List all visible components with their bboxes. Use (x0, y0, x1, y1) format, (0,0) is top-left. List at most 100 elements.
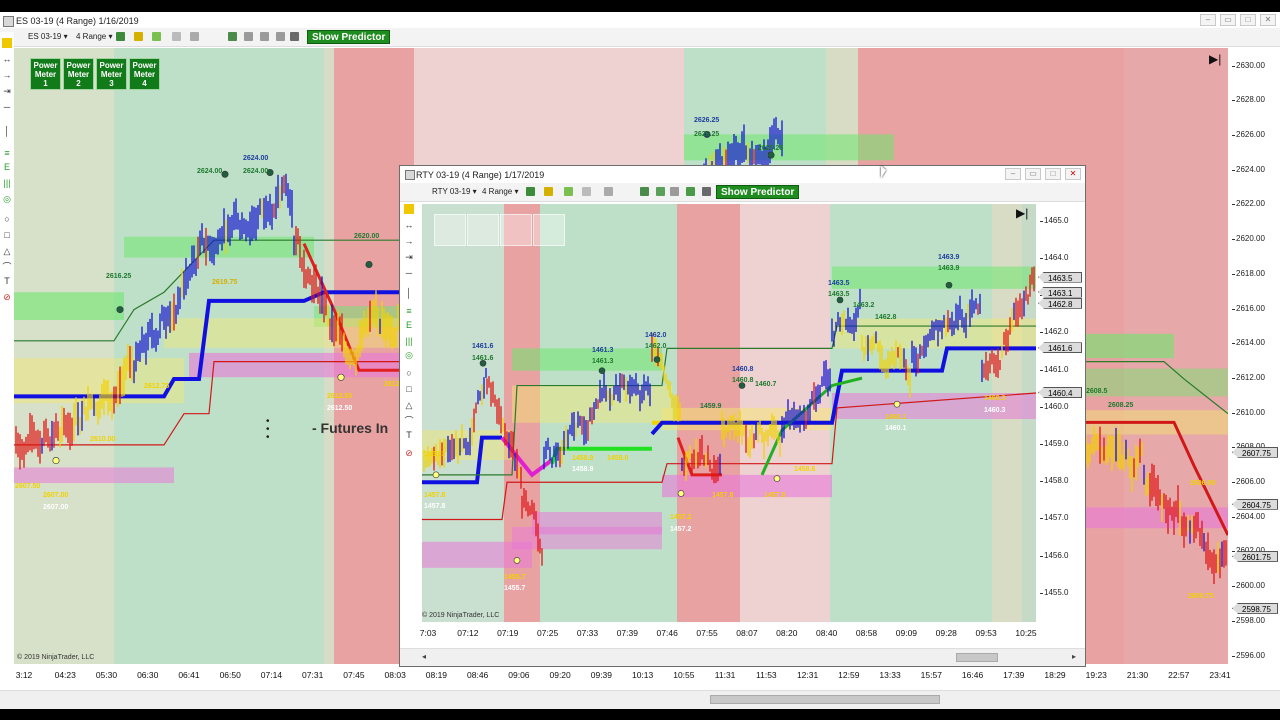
power-meter-2-hidden[interactable] (467, 214, 499, 246)
signal-zone (512, 348, 662, 371)
rty-horizontal-scrollbar[interactable]: ◂ ▸ (400, 648, 1085, 666)
rty-fib-extension-icon[interactable]: Ε (405, 320, 412, 330)
arc-icon[interactable]: ⌒ (2, 262, 12, 272)
regime-band (540, 204, 677, 622)
rty-remove-drawings-icon[interactable]: ⊘ (405, 448, 413, 458)
horizontal-line-icon[interactable]: ─ (3, 102, 11, 112)
time-tick-label: 08:07 (736, 628, 758, 638)
rectangle-icon[interactable]: □ (4, 230, 10, 240)
main-restore-button[interactable]: ▭ (1220, 14, 1236, 26)
trend-line-lime (550, 446, 652, 465)
extended-line-icon[interactable]: ⇥ (3, 86, 11, 96)
time-tick-label: 08:20 (776, 628, 798, 638)
pencil-icon[interactable] (152, 32, 161, 41)
rty-restore-button[interactable]: ▭ (1025, 168, 1041, 180)
text-tool-icon[interactable]: T (4, 276, 10, 286)
select-tool-icon[interactable] (2, 38, 12, 48)
rty-price-chart[interactable]: ▶| © 2019 NinjaTrader, LLC 1463.9 1463.9 1… (422, 204, 1036, 622)
pivot-dot (598, 367, 606, 374)
instrument-selector[interactable]: ES 03-19 ▾ (28, 32, 68, 41)
list-icon[interactable] (290, 32, 299, 41)
rty-price-axis[interactable]: 1465.01464.01463.01462.01461.01460.01459… (1036, 204, 1085, 622)
data-box-icon[interactable] (228, 32, 237, 41)
rty-extended-line-icon[interactable]: ⇥ (405, 252, 413, 262)
main-price-axis[interactable]: 2630.00 2628.00 2626.00 2624.00 2622.00 2620.… (1228, 48, 1280, 664)
rty-minimize-button[interactable]: – (1005, 168, 1021, 180)
ellipse-icon[interactable]: ○ (4, 214, 10, 224)
power-meter-3-hidden[interactable] (500, 214, 532, 246)
rty-instrument-selector[interactable]: RTY 03-19 ▾ (432, 187, 477, 196)
rty-arrow-line-icon[interactable]: → (404, 236, 414, 246)
fib-retracement-icon[interactable]: ≡ (4, 148, 10, 158)
rty-drawing-tool-icon[interactable] (544, 187, 553, 196)
rty-zoom-icon[interactable] (604, 187, 613, 196)
rty-vertical-line-icon[interactable]: │ (406, 288, 412, 298)
crosshair-icon[interactable] (172, 32, 181, 41)
bar-type-selector[interactable]: 4 Range ▾ (76, 32, 113, 41)
zoom-icon[interactable] (190, 32, 199, 41)
signal-zone (1084, 333, 1174, 359)
ray-tool-icon[interactable]: ↔ (2, 54, 12, 64)
time-tick-label: 3:12 (15, 670, 33, 680)
jump-to-end-icon[interactable]: ▶| (1209, 52, 1222, 66)
rty-list-icon[interactable] (702, 187, 711, 196)
main-minimize-button[interactable]: – (1200, 14, 1216, 26)
main-scroll-thumb[interactable] (710, 695, 940, 704)
drawing-tool-icon[interactable] (134, 32, 143, 41)
rty-scroll-thumb[interactable] (956, 653, 998, 662)
remove-drawings-icon[interactable]: ⊘ (3, 292, 11, 302)
rty-snapshot-icon[interactable] (656, 187, 665, 196)
vertical-line-icon[interactable]: │ (4, 126, 10, 136)
rty-crosshair-icon[interactable] (582, 187, 591, 196)
fib-extension-icon[interactable]: Ε (3, 162, 10, 172)
chart-style-icon[interactable] (116, 32, 125, 41)
rty-close-button[interactable]: ✕ (1065, 168, 1081, 180)
rty-time-axis[interactable]: 7:03 07:12 07:19 07:25 07:33 07:39 07:46 07:55 0… (420, 622, 1085, 648)
main-maximize-button[interactable]: □ (1240, 14, 1256, 26)
time-tick-label: 12:59 (838, 670, 860, 680)
main-close-button[interactable]: ✕ (1260, 14, 1276, 26)
rty-bar-type-selector[interactable]: 4 Range ▾ (482, 187, 519, 196)
rty-fib-time-icon[interactable]: ||| (405, 336, 413, 346)
fib-time-icon[interactable]: ||| (3, 178, 11, 188)
rty-maximize-button[interactable]: □ (1045, 168, 1061, 180)
rty-data-box-icon[interactable] (640, 187, 649, 196)
triangle-icon[interactable]: △ (3, 246, 11, 256)
price-annotation: 2625.25 (758, 144, 784, 152)
power-meter-4-hidden[interactable] (533, 214, 565, 246)
arrow-line-icon[interactable]: → (2, 70, 12, 80)
power-meter-4-button[interactable]: Power Meter 4 (129, 58, 160, 90)
power-meter-3-button[interactable]: Power Meter 3 (96, 58, 127, 90)
show-predictor-button[interactable]: Show Predictor (307, 30, 391, 44)
power-meter-1-hidden[interactable] (434, 214, 466, 246)
fib-circle-icon[interactable]: ◎ (3, 194, 11, 204)
rty-arc-icon[interactable]: ⌒ (404, 416, 414, 426)
rty-horizontal-line-icon[interactable]: ─ (405, 268, 413, 278)
template-icon[interactable] (260, 32, 269, 41)
rty-properties-icon[interactable] (686, 187, 695, 196)
main-time-axis[interactable]: 3:12 04:23 05:30 06:30 06:41 06:50 07:14 07:31 0… (14, 664, 1280, 690)
price-annotation: 1463.9 (938, 265, 960, 273)
rty-select-tool-icon[interactable] (404, 204, 414, 214)
power-meter-1-button[interactable]: Power Meter 1 (30, 58, 61, 90)
main-horizontal-scrollbar[interactable] (0, 690, 1280, 709)
price-tick-label: 2616.00 (1232, 303, 1265, 313)
rty-template-icon[interactable] (670, 187, 679, 196)
power-meter-2-button[interactable]: Power Meter 2 (63, 58, 94, 90)
price-annotation: 1463.5 (828, 291, 850, 299)
rty-fib-circle-icon[interactable]: ◎ (405, 350, 413, 360)
rty-rectangle-icon[interactable]: □ (406, 384, 412, 394)
rty-scroll-right-icon[interactable]: ▸ (1072, 652, 1077, 661)
rty-ray-tool-icon[interactable]: ↔ (404, 220, 414, 230)
rty-show-predictor-button[interactable]: Show Predictor (716, 185, 800, 199)
rty-ellipse-icon[interactable]: ○ (406, 368, 412, 378)
rty-text-tool-icon[interactable]: T (406, 430, 412, 440)
rty-scroll-left-icon[interactable]: ◂ (422, 652, 427, 661)
rty-triangle-icon[interactable]: △ (405, 400, 413, 410)
rty-chart-style-icon[interactable] (526, 187, 535, 196)
rty-fib-retracement-icon[interactable]: ≡ (406, 306, 412, 316)
rty-pencil-icon[interactable] (564, 187, 573, 196)
rty-jump-to-end-icon[interactable]: ▶| (1016, 206, 1029, 220)
snapshot-icon[interactable] (244, 32, 253, 41)
properties-icon[interactable] (276, 32, 285, 41)
